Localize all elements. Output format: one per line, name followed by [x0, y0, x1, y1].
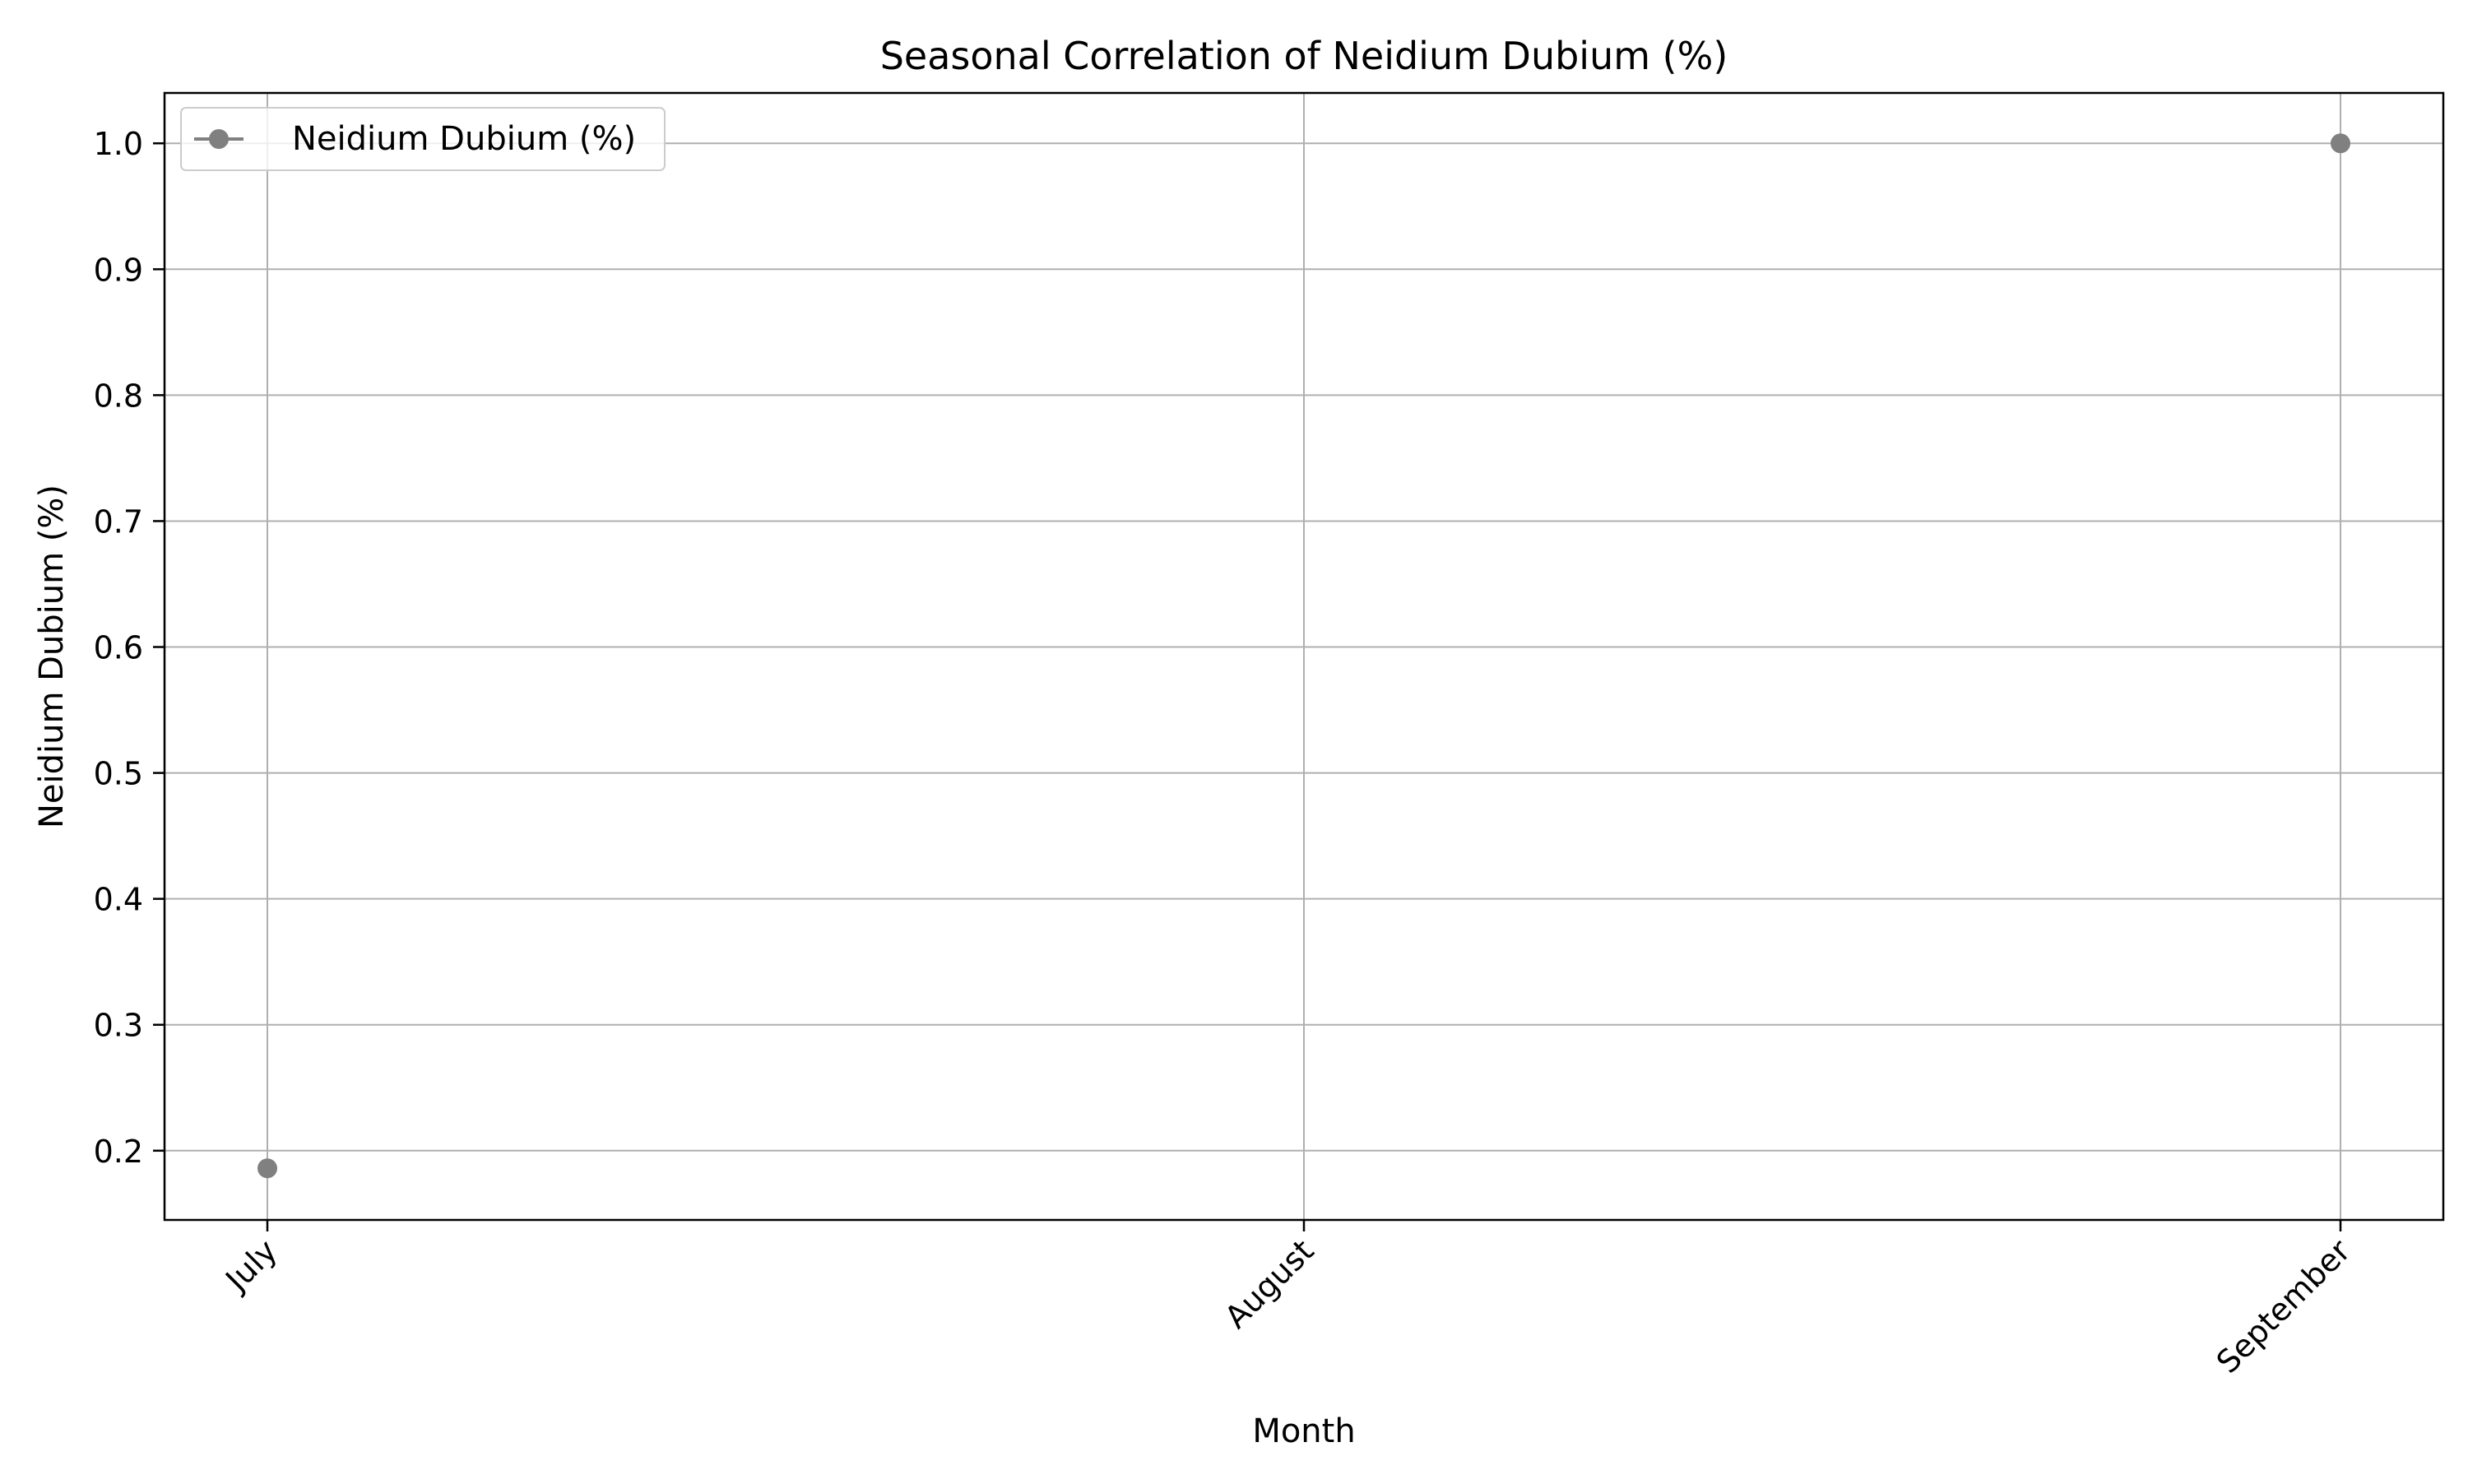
legend: Neidium Dubium (%): [180, 107, 666, 171]
chart-title: Seasonal Correlation of Neidium Dubium (…: [880, 34, 1728, 78]
legend-box: [180, 107, 666, 171]
y-tick-label: 0.2: [94, 1134, 143, 1170]
legend-label: Neidium Dubium (%): [292, 120, 636, 158]
x-axis-label: Month: [1252, 1412, 1355, 1450]
y-tick-label: 1.0: [94, 126, 143, 162]
y-tick-label: 0.5: [94, 756, 143, 792]
data-point-september: [2331, 133, 2350, 154]
series-layer: [257, 133, 2350, 1179]
y-tick-label: 0.4: [94, 882, 143, 918]
y-tick-label: 0.3: [94, 1008, 143, 1044]
y-tick-label: 0.9: [94, 252, 143, 288]
y-tick-label: 0.8: [94, 378, 143, 414]
y-tick-label: 0.6: [94, 630, 143, 666]
y-tick-label: 0.7: [94, 503, 143, 540]
data-point-july: [257, 1158, 277, 1179]
legend-marker-swatch: [209, 129, 229, 149]
y-axis-label: Neidium Dubium (%): [33, 485, 71, 828]
grid: [165, 93, 2443, 1220]
